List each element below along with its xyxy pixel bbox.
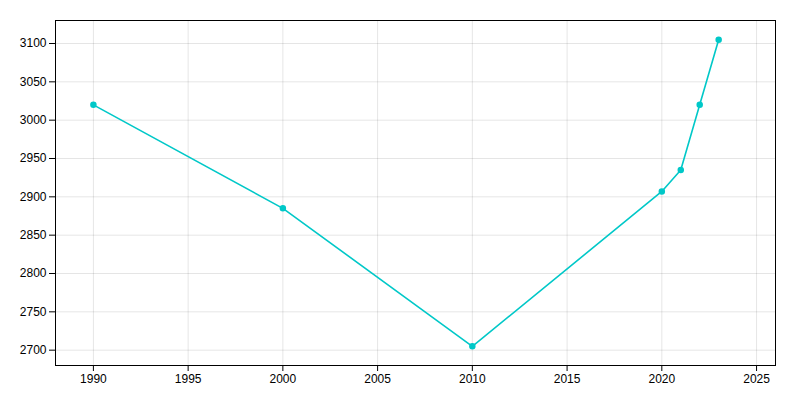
- svg-text:2025: 2025: [743, 372, 770, 386]
- svg-text:2900: 2900: [20, 190, 47, 204]
- svg-text:2750: 2750: [20, 305, 47, 319]
- svg-text:2005: 2005: [364, 372, 391, 386]
- svg-text:1990: 1990: [80, 372, 107, 386]
- svg-text:1995: 1995: [175, 372, 202, 386]
- svg-text:2850: 2850: [20, 228, 47, 242]
- svg-text:2010: 2010: [459, 372, 486, 386]
- svg-text:2020: 2020: [648, 372, 675, 386]
- svg-text:2700: 2700: [20, 343, 47, 357]
- svg-text:2950: 2950: [20, 151, 47, 165]
- svg-text:3050: 3050: [20, 75, 47, 89]
- svg-text:3000: 3000: [20, 113, 47, 127]
- svg-text:2015: 2015: [554, 372, 581, 386]
- svg-text:2800: 2800: [20, 266, 47, 280]
- svg-text:3100: 3100: [20, 36, 47, 50]
- svg-text:2000: 2000: [270, 372, 297, 386]
